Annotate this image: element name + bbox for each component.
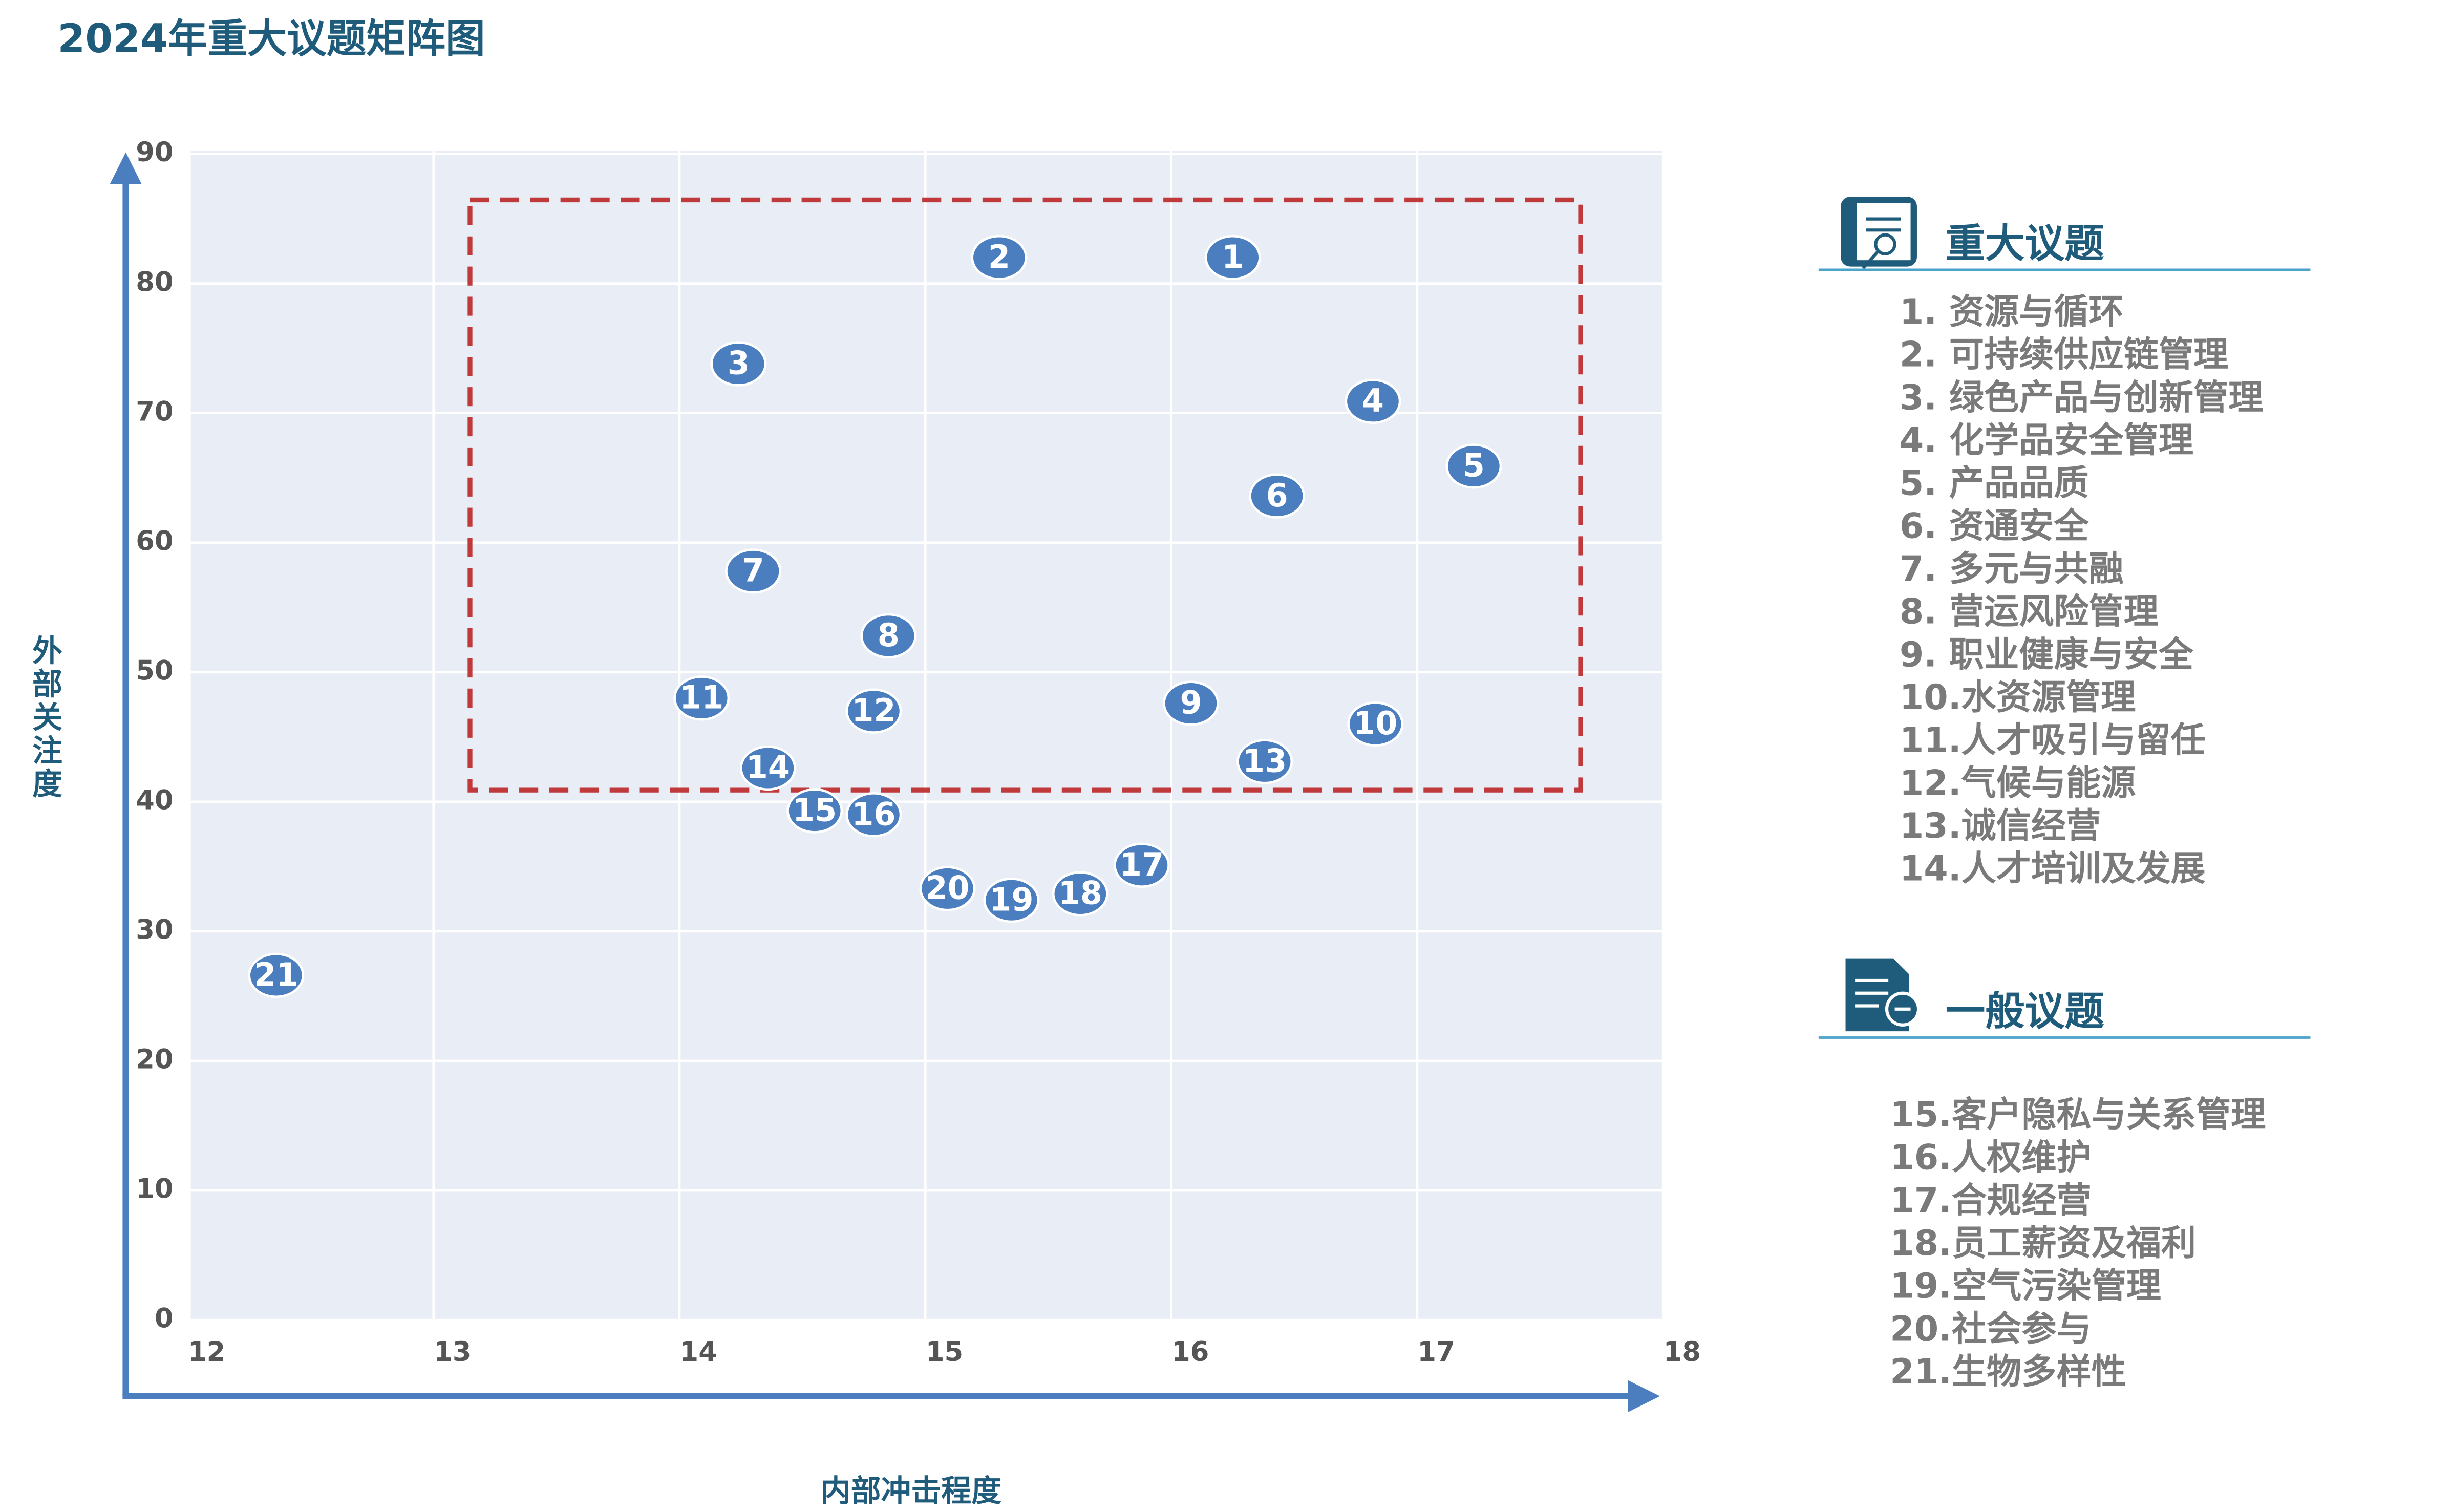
point bbox=[248, 952, 305, 998]
legend-item: 19.空气污染管理 bbox=[1890, 1266, 2161, 1307]
grid bbox=[186, 151, 1665, 1322]
point-label: 12 bbox=[851, 692, 895, 729]
y-tick-label: 10 bbox=[136, 1174, 173, 1205]
legend-item: 11.人才吸引与留任 bbox=[1900, 720, 2206, 761]
legend-item: 16.人权维护 bbox=[1890, 1138, 2091, 1178]
legend-item: 13.诚信经营 bbox=[1900, 806, 2101, 846]
point bbox=[845, 792, 902, 838]
legend-item: 2. 可持续供应链管理 bbox=[1900, 335, 2228, 375]
point-label: 6 bbox=[1266, 477, 1288, 514]
legend-item: 14.人才培训及发展 bbox=[1900, 849, 2206, 889]
x-tick-label: 15 bbox=[926, 1336, 963, 1368]
point bbox=[739, 745, 796, 791]
y-tick-label: 80 bbox=[136, 266, 173, 297]
legend-item: 9. 职业健康与安全 bbox=[1900, 634, 2194, 675]
y-tick-label: 0 bbox=[155, 1303, 174, 1334]
x-tick-label: 13 bbox=[434, 1336, 471, 1368]
legend-item: 3. 绿色产品与创新管理 bbox=[1900, 377, 2263, 418]
x-tick-label: 12 bbox=[188, 1336, 225, 1368]
icon-major bbox=[1841, 197, 1917, 269]
x-arrow bbox=[1628, 1380, 1660, 1412]
y-tick-label: 50 bbox=[136, 655, 173, 686]
y-tick-label: 70 bbox=[136, 396, 173, 427]
point bbox=[1445, 443, 1502, 489]
point-label: 11 bbox=[679, 679, 723, 716]
point-label: 5 bbox=[1463, 447, 1485, 484]
point-label: 3 bbox=[728, 345, 750, 382]
point bbox=[710, 341, 767, 387]
y-tick-label: 20 bbox=[136, 1044, 173, 1075]
point-label: 21 bbox=[254, 956, 298, 993]
highlight-region bbox=[467, 197, 1583, 793]
legend-item: 7. 多元与共融 bbox=[1900, 549, 2124, 589]
point-label: 16 bbox=[851, 795, 895, 833]
x-tick-label: 18 bbox=[1664, 1336, 1701, 1368]
point-label: 19 bbox=[989, 881, 1033, 918]
y-tick-label: 90 bbox=[136, 137, 173, 168]
x-tick-label: 17 bbox=[1417, 1336, 1455, 1368]
icon-general bbox=[1845, 958, 1921, 1032]
x-tick-label: 14 bbox=[680, 1336, 717, 1368]
y-axis-label: 外部关注度 bbox=[27, 634, 62, 801]
x-axis-label: 内部冲击程度 bbox=[821, 1473, 1001, 1508]
point bbox=[1236, 739, 1293, 784]
point-label: 13 bbox=[1243, 742, 1287, 780]
legend-item: 5. 产品品质 bbox=[1900, 463, 2089, 504]
point bbox=[673, 675, 730, 721]
point bbox=[1204, 235, 1261, 281]
point bbox=[1249, 473, 1306, 519]
point bbox=[786, 788, 843, 834]
point-label: 18 bbox=[1058, 875, 1102, 912]
point-label: 17 bbox=[1120, 846, 1164, 883]
point-label: 8 bbox=[878, 616, 900, 654]
legend-item: 8. 营运风险管理 bbox=[1900, 592, 2159, 632]
point-label: 9 bbox=[1180, 684, 1202, 721]
legend-item: 20.社会参与 bbox=[1890, 1309, 2091, 1349]
legend-item: 10.水资源管理 bbox=[1900, 677, 2136, 718]
point bbox=[1347, 701, 1404, 747]
point-label: 7 bbox=[742, 552, 764, 589]
legend-item: 12.气候与能源 bbox=[1900, 763, 2136, 803]
plot-area bbox=[190, 151, 1664, 1321]
y-tick-label: 30 bbox=[136, 914, 173, 946]
point-label: 10 bbox=[1353, 705, 1397, 742]
point-label: 20 bbox=[925, 869, 969, 907]
legend-heading: 一般议题 bbox=[1946, 989, 2104, 1035]
point bbox=[1163, 680, 1220, 726]
legend-heading: 重大议题 bbox=[1946, 221, 2104, 267]
legend-item: 15.客户隐私与关系管理 bbox=[1890, 1095, 2266, 1135]
y-tick-label: 60 bbox=[136, 525, 173, 557]
point bbox=[1113, 842, 1170, 888]
point-label: 15 bbox=[793, 792, 837, 829]
point-label: 14 bbox=[746, 749, 790, 786]
point bbox=[1345, 378, 1401, 424]
point bbox=[971, 235, 1028, 281]
legend-item: 4. 化学品安全管理 bbox=[1900, 420, 2193, 461]
x-tick-label: 16 bbox=[1171, 1336, 1209, 1368]
point bbox=[845, 688, 902, 734]
legend-item: 1. 资源与循环 bbox=[1900, 292, 2124, 332]
legend-item: 6. 资通安全 bbox=[1900, 506, 2089, 546]
chart-title: 2024年重大议题矩阵图 bbox=[57, 16, 485, 62]
point bbox=[919, 866, 976, 911]
point-label: 4 bbox=[1362, 382, 1384, 419]
point-label: 1 bbox=[1222, 238, 1244, 275]
legend-item: 17.合规经营 bbox=[1890, 1180, 2091, 1221]
point bbox=[860, 613, 917, 659]
y-tick-label: 40 bbox=[136, 784, 173, 816]
legend-item: 21.生物多样性 bbox=[1890, 1352, 2126, 1392]
point bbox=[983, 878, 1040, 923]
y-arrow bbox=[110, 152, 142, 184]
legend-item: 18.员工薪资及福利 bbox=[1890, 1223, 2196, 1264]
point bbox=[725, 548, 782, 594]
point-label: 2 bbox=[988, 238, 1010, 275]
point bbox=[1052, 871, 1108, 917]
